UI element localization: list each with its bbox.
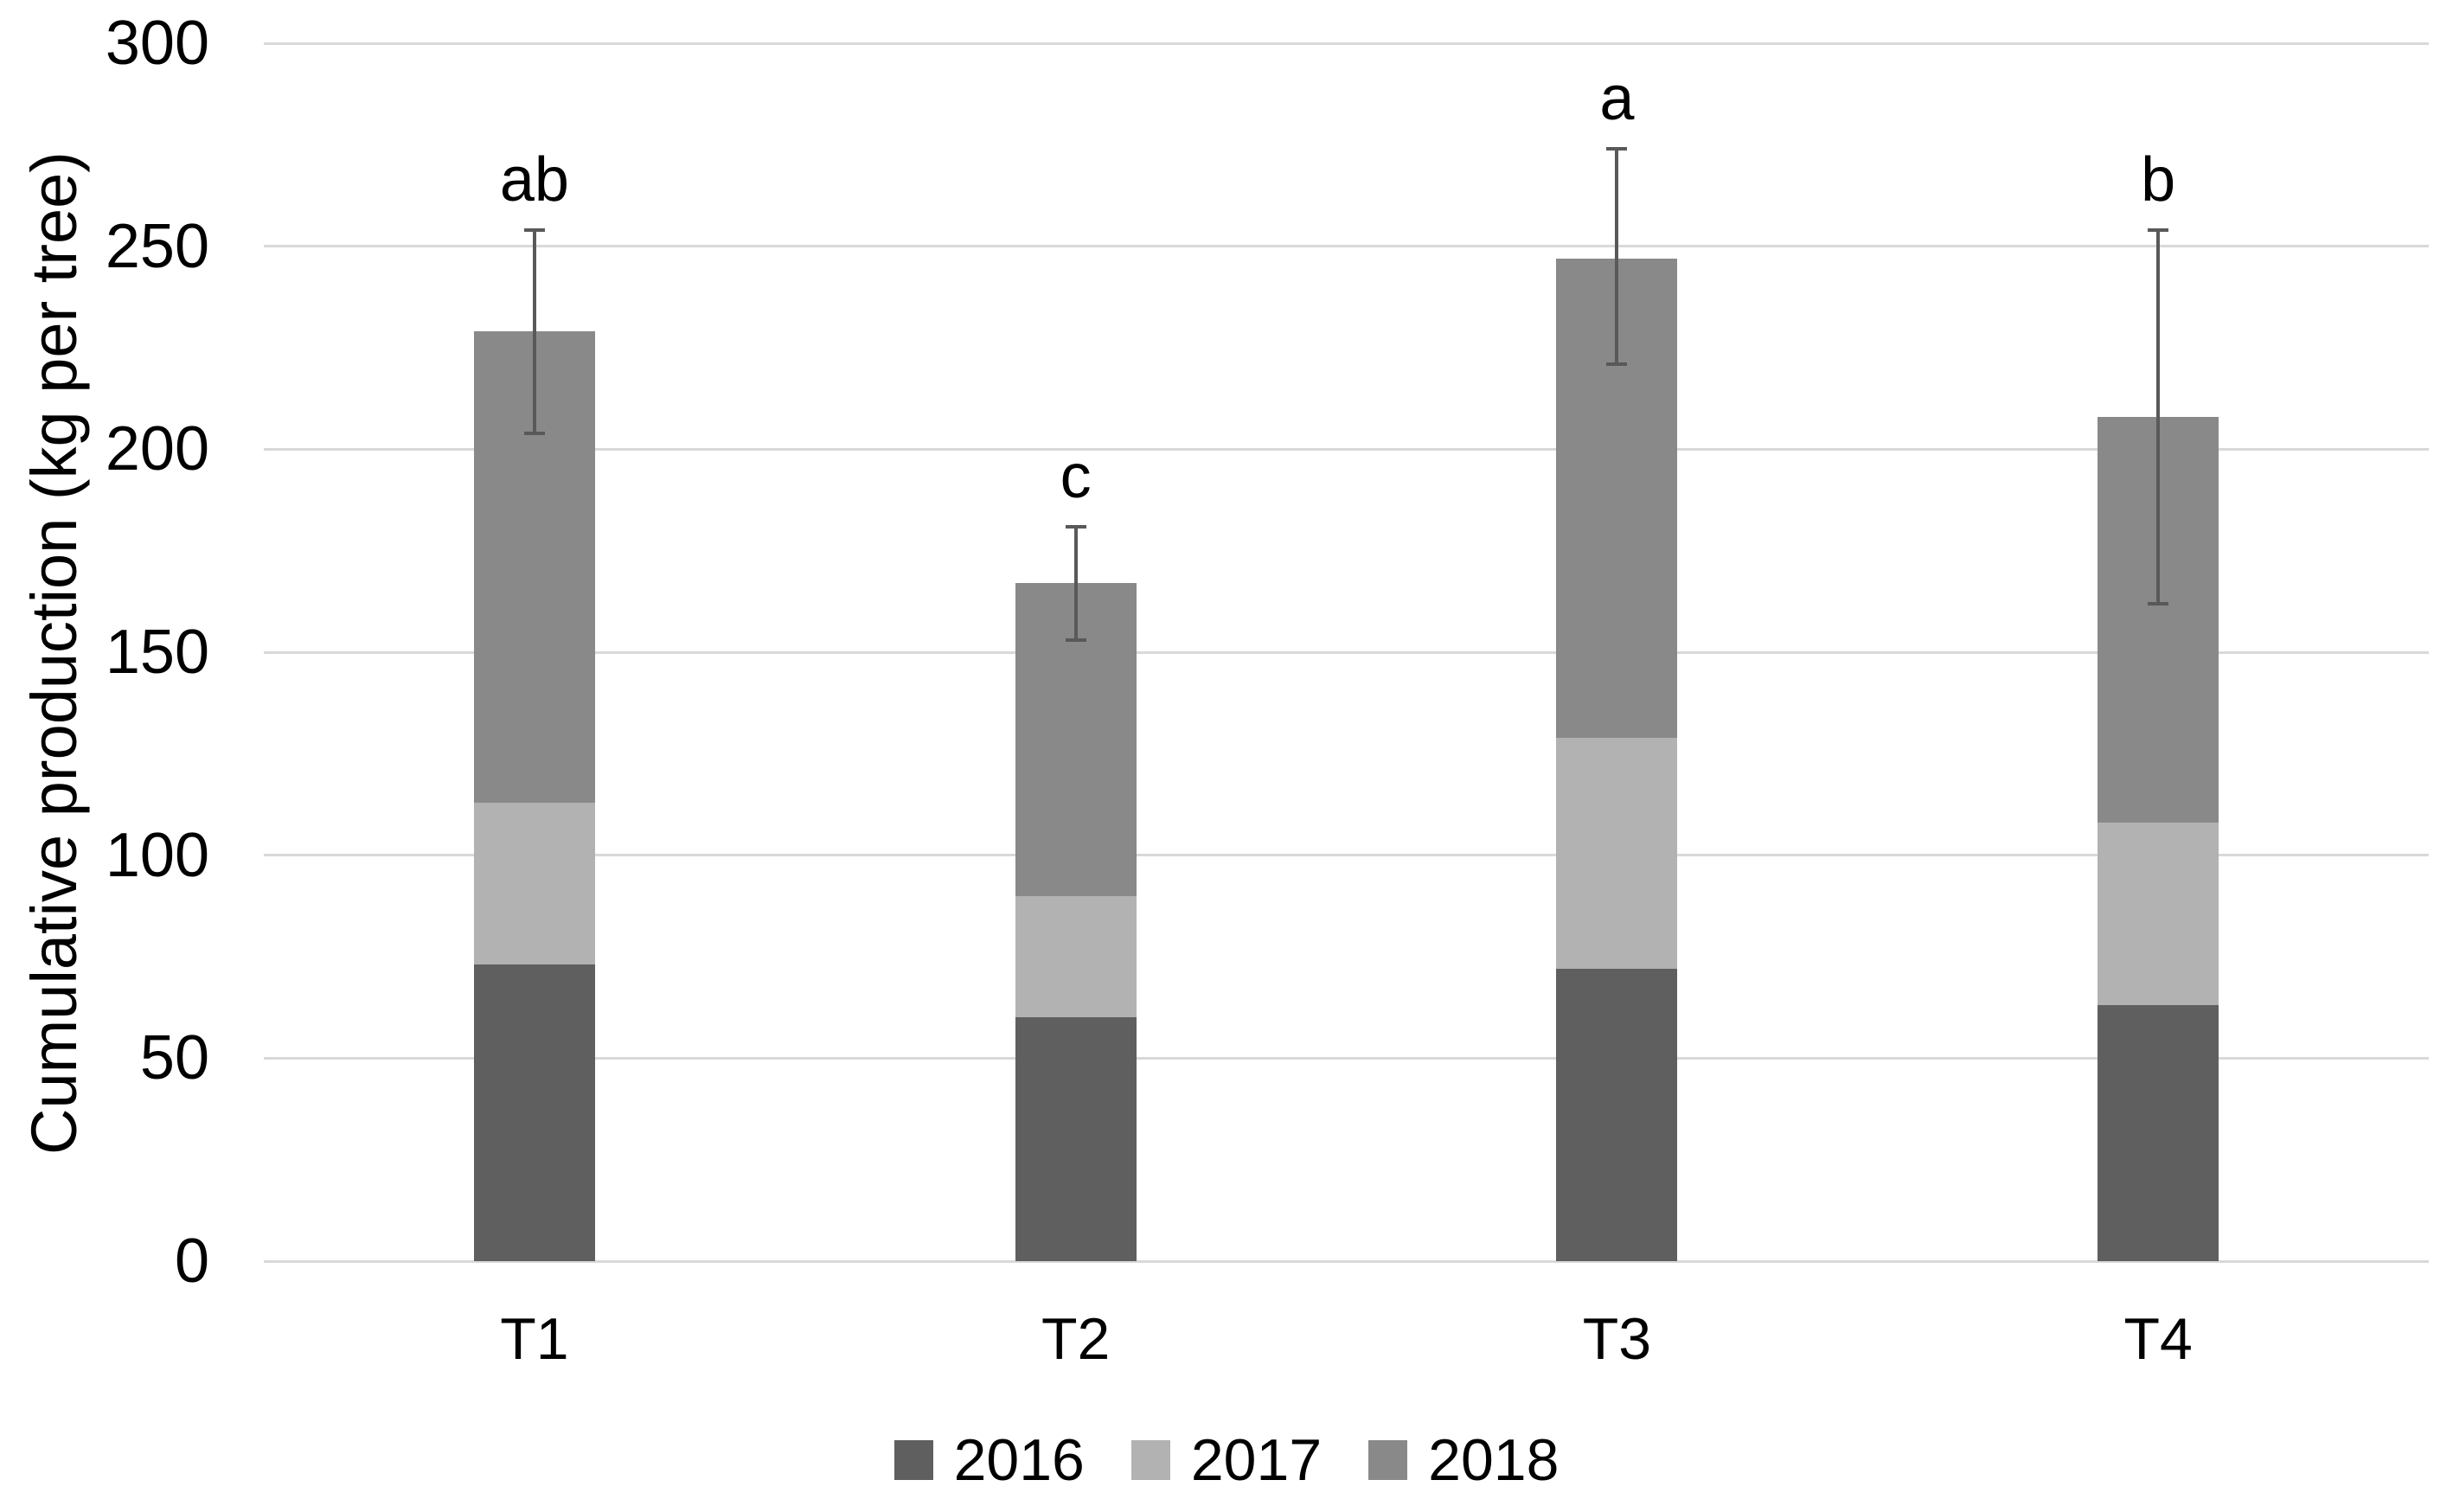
legend-label-2018: 2018 (1428, 1427, 1560, 1493)
error-bar-T3 (1615, 149, 1619, 364)
gridline-150 (264, 650, 2429, 654)
legend-swatch-2018 (1368, 1440, 1408, 1480)
y-tick-label-50: 50 (139, 1023, 209, 1093)
x-axis-label-T2: T2 (1041, 1306, 1111, 1372)
bar-segment-2017-T3 (1556, 737, 1678, 970)
x-axis-label-T1: T1 (500, 1306, 569, 1372)
legend-item-2017: 2017 (1130, 1427, 1323, 1493)
error-bar-upper-cap-T3 (1606, 147, 1628, 151)
y-tick-label-200: 200 (105, 414, 209, 484)
gridline-200 (264, 447, 2429, 451)
y-tick-label-150: 150 (105, 618, 209, 687)
significance-letter-T1: ab (499, 144, 569, 215)
y-tick-label-0: 0 (174, 1227, 209, 1296)
error-bar-lower-cap-T4 (2148, 601, 2169, 605)
x-axis-label-T4: T4 (2123, 1306, 2193, 1372)
legend-swatch-2016 (893, 1440, 933, 1480)
y-tick-label-100: 100 (105, 820, 209, 890)
significance-letter-T4: b (2141, 144, 2176, 215)
error-bar-lower-cap-T3 (1606, 362, 1628, 366)
significance-letter-T3: a (1599, 64, 1635, 134)
error-bar-T1 (532, 229, 536, 433)
legend-swatch-2017 (1130, 1440, 1170, 1480)
error-bar-upper-cap-T1 (523, 227, 545, 232)
y-tick-label-300: 300 (105, 9, 209, 78)
error-bar-T2 (1073, 526, 1078, 640)
error-bar-T4 (2156, 229, 2161, 604)
plot-area: ab c a b T1 T2 T3 T4 (264, 42, 2429, 1370)
gridline-250 (264, 245, 2429, 248)
bar-segment-2017-T2 (1015, 895, 1137, 1018)
gridline-300 (264, 42, 2429, 45)
x-axis-label-T3: T3 (1582, 1306, 1652, 1372)
gridline-0 (264, 1259, 2429, 1263)
legend-label-2016: 2016 (953, 1427, 1085, 1493)
bar-segment-2017-T4 (2098, 823, 2219, 1006)
bar-segment-2016-T2 (1015, 1017, 1137, 1261)
error-bar-upper-cap-T4 (2148, 227, 2169, 232)
error-bar-lower-cap-T2 (1065, 637, 1086, 642)
bar-segment-2016-T3 (1556, 969, 1678, 1261)
gridline-100 (264, 854, 2429, 857)
legend-label-2017: 2017 (1190, 1427, 1323, 1493)
legend-item-2016: 2016 (893, 1427, 1085, 1493)
legend: 2016 2017 2018 (0, 1426, 2453, 1495)
gridline-50 (264, 1056, 2429, 1060)
bar-segment-2017-T1 (473, 802, 595, 965)
bar-segment-2016-T1 (473, 964, 595, 1261)
y-tick-label-250: 250 (105, 211, 209, 281)
error-bar-lower-cap-T1 (523, 431, 545, 435)
error-bar-upper-cap-T2 (1065, 524, 1086, 529)
bar-segment-2016-T4 (2098, 1005, 2219, 1261)
legend-item-2018: 2018 (1368, 1429, 1559, 1491)
significance-letter-T2: c (1060, 441, 1092, 511)
